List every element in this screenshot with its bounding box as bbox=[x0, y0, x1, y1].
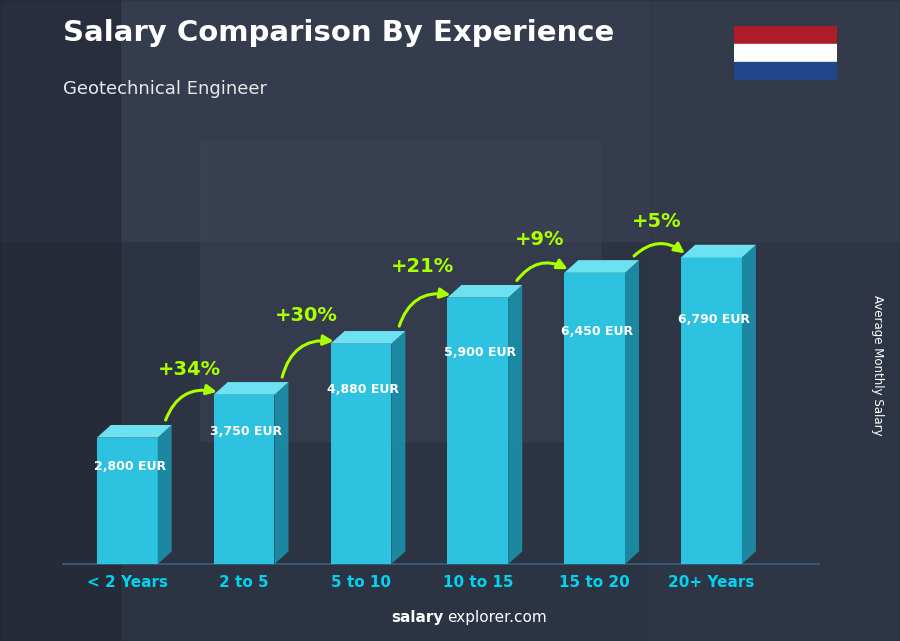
Bar bbox=[0, 0, 900, 241]
Text: 6,790 EUR: 6,790 EUR bbox=[678, 313, 750, 326]
Text: 2,800 EUR: 2,800 EUR bbox=[94, 460, 166, 474]
Bar bbox=[0, 0, 120, 641]
Polygon shape bbox=[330, 331, 405, 344]
Text: 5,900 EUR: 5,900 EUR bbox=[444, 345, 517, 358]
Bar bbox=[650, 0, 900, 641]
Text: salary: salary bbox=[392, 610, 444, 625]
Bar bbox=[734, 44, 837, 62]
Bar bbox=[734, 26, 837, 44]
Bar bbox=[330, 344, 392, 564]
Polygon shape bbox=[564, 260, 639, 273]
Text: explorer.com: explorer.com bbox=[447, 610, 547, 625]
Polygon shape bbox=[97, 425, 172, 438]
Bar bbox=[447, 297, 508, 564]
Text: +21%: +21% bbox=[392, 258, 454, 276]
Bar bbox=[734, 62, 837, 80]
Text: +5%: +5% bbox=[632, 212, 681, 231]
Bar bbox=[681, 258, 742, 564]
Text: Average Monthly Salary: Average Monthly Salary bbox=[871, 295, 884, 436]
Bar bbox=[213, 395, 274, 564]
Text: +34%: +34% bbox=[158, 360, 220, 379]
Text: 3,750 EUR: 3,750 EUR bbox=[211, 425, 283, 438]
Text: +30%: +30% bbox=[274, 306, 338, 325]
Polygon shape bbox=[447, 285, 522, 297]
Text: 4,880 EUR: 4,880 EUR bbox=[328, 383, 400, 396]
Polygon shape bbox=[742, 245, 756, 564]
Bar bbox=[97, 438, 158, 564]
Bar bbox=[564, 273, 625, 564]
Polygon shape bbox=[274, 382, 289, 564]
Polygon shape bbox=[508, 285, 522, 564]
Polygon shape bbox=[158, 425, 172, 564]
Text: 6,450 EUR: 6,450 EUR bbox=[561, 325, 633, 338]
Bar bbox=[200, 141, 600, 441]
Polygon shape bbox=[681, 245, 756, 258]
Polygon shape bbox=[392, 331, 405, 564]
Polygon shape bbox=[625, 260, 639, 564]
Text: +9%: +9% bbox=[515, 230, 564, 249]
Text: Salary Comparison By Experience: Salary Comparison By Experience bbox=[63, 19, 614, 47]
Text: Geotechnical Engineer: Geotechnical Engineer bbox=[63, 80, 267, 98]
Polygon shape bbox=[213, 382, 289, 395]
